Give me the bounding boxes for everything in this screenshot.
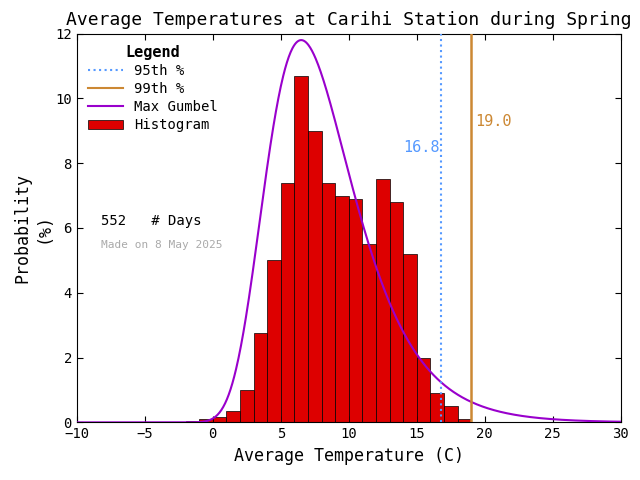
Bar	[417, 358, 431, 422]
Text: Made on 8 May 2025: Made on 8 May 2025	[101, 240, 223, 250]
Bar	[294, 76, 308, 422]
Bar	[322, 182, 335, 422]
Bar	[335, 196, 349, 422]
Bar	[227, 411, 240, 422]
Bar	[308, 131, 322, 422]
Bar	[444, 406, 458, 422]
Bar	[268, 260, 281, 422]
Text: 19.0: 19.0	[476, 114, 512, 129]
Bar	[376, 180, 390, 422]
Bar	[362, 244, 376, 422]
Text: 552   # Days: 552 # Days	[101, 215, 202, 228]
Bar	[212, 417, 227, 422]
Title: Average Temperatures at Carihi Station during Spring: Average Temperatures at Carihi Station d…	[66, 11, 632, 29]
Y-axis label: Probability
(%): Probability (%)	[13, 173, 52, 283]
Bar	[431, 393, 444, 422]
X-axis label: Average Temperature (C): Average Temperature (C)	[234, 447, 464, 465]
Legend: 95th %, 99th %, Max Gumbel, Histogram: 95th %, 99th %, Max Gumbel, Histogram	[84, 40, 221, 136]
Bar	[349, 199, 362, 422]
Bar	[199, 419, 212, 422]
Bar	[458, 419, 471, 422]
Bar	[390, 202, 403, 422]
Bar	[403, 254, 417, 422]
Bar	[281, 182, 294, 422]
Bar	[253, 333, 268, 422]
Text: 16.8: 16.8	[403, 140, 439, 155]
Bar	[240, 390, 253, 422]
Bar	[186, 421, 199, 422]
